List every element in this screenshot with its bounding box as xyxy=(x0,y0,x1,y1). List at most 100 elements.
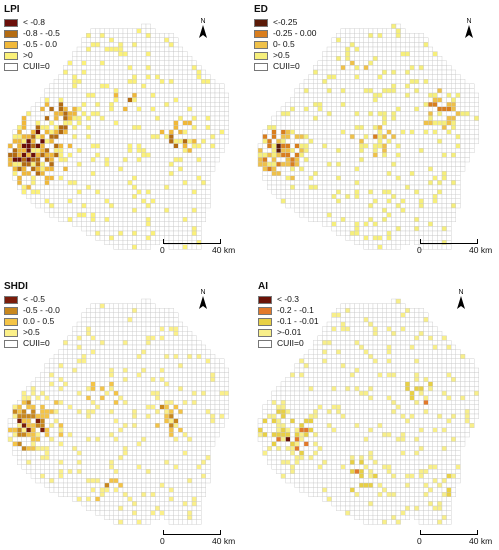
grid-cell xyxy=(122,92,128,98)
grid-cell xyxy=(219,409,225,415)
grid-cell xyxy=(182,212,188,218)
grid-cell xyxy=(104,376,110,382)
grid-cell xyxy=(196,478,202,484)
grid-cell xyxy=(127,115,133,121)
grid-cell xyxy=(40,441,46,447)
grid-cell xyxy=(104,432,110,438)
ed-map-panel: ED <-0.25 -0.25 - 0.00 0- 0.5 >0.5 CUII=… xyxy=(250,0,499,275)
grid-cell xyxy=(85,487,91,493)
grid-cell xyxy=(187,203,193,209)
grid-cell xyxy=(113,459,119,465)
grid-cell xyxy=(377,28,383,34)
grid-cell xyxy=(335,88,341,94)
grid-cell xyxy=(271,124,277,130)
grid-cell xyxy=(219,376,225,382)
grid-cell xyxy=(72,427,78,433)
grid-cell xyxy=(95,235,101,241)
grid-cell xyxy=(294,203,300,209)
grid-cell xyxy=(127,216,133,222)
grid-cell xyxy=(377,221,383,227)
grid-cell xyxy=(427,46,433,52)
grid-cell xyxy=(358,203,364,209)
grid-cell xyxy=(85,395,91,401)
grid-cell xyxy=(427,161,433,167)
grid-cell xyxy=(372,152,378,158)
grid-cell xyxy=(299,101,305,107)
grid-cell xyxy=(67,353,73,359)
grid-cell xyxy=(136,106,142,112)
grid-cell xyxy=(280,129,286,135)
grid-cell xyxy=(76,198,82,204)
grid-cell xyxy=(145,473,151,479)
grid-cell xyxy=(141,138,147,144)
grid-cell xyxy=(136,418,142,424)
grid-cell xyxy=(136,175,142,181)
grid-cell xyxy=(313,88,319,94)
grid-cell xyxy=(262,161,268,167)
grid-cell xyxy=(294,193,300,199)
grid-cell xyxy=(358,106,364,112)
grid-cell xyxy=(118,88,124,94)
grid-cell xyxy=(154,487,160,493)
grid-cell xyxy=(437,134,443,140)
grid-cell xyxy=(349,65,355,71)
grid-cell xyxy=(173,455,179,461)
grid-cell xyxy=(418,170,424,176)
grid-cell xyxy=(99,46,105,52)
grid-cell xyxy=(104,404,110,410)
grid-cell xyxy=(345,65,351,71)
grid-cell xyxy=(200,92,206,98)
grid-cell xyxy=(131,143,137,149)
grid-cell xyxy=(141,235,147,241)
grid-cell xyxy=(95,101,101,107)
grid-cell xyxy=(141,413,147,419)
grid-cell xyxy=(99,28,105,34)
grid-cell xyxy=(168,358,174,364)
grid-cell xyxy=(81,340,87,346)
grid-cell xyxy=(40,432,46,438)
grid-cell xyxy=(196,441,202,447)
grid-cell xyxy=(368,180,374,186)
grid-cell xyxy=(303,212,309,218)
grid-cell xyxy=(113,395,119,401)
grid-cell xyxy=(187,115,193,121)
grid-cell xyxy=(113,134,119,140)
grid-cell xyxy=(460,115,466,121)
grid-cell xyxy=(223,413,229,419)
grid-cell xyxy=(95,46,101,52)
grid-cell xyxy=(113,170,119,176)
grid-cell xyxy=(26,147,32,153)
grid-cell xyxy=(145,88,151,94)
grid-cell xyxy=(446,175,452,181)
grid-cell xyxy=(303,152,309,158)
grid-cell xyxy=(187,473,193,479)
grid-cell xyxy=(85,459,91,465)
grid-cell xyxy=(122,152,128,158)
grid-cell xyxy=(455,101,461,107)
grid-cell xyxy=(400,60,406,66)
grid-cell xyxy=(159,226,165,232)
grid-cell xyxy=(168,478,174,484)
grid-cell xyxy=(391,216,397,222)
grid-cell xyxy=(205,358,211,364)
grid-cell xyxy=(81,106,87,112)
grid-cell xyxy=(127,143,133,149)
grid-cell xyxy=(63,180,69,186)
grid-cell xyxy=(200,111,206,117)
grid-cell xyxy=(372,124,378,130)
grid-cell xyxy=(173,482,179,488)
grid-cell xyxy=(40,478,46,484)
grid-cell xyxy=(164,312,170,318)
grid-cell xyxy=(63,445,69,451)
grid-cell xyxy=(414,226,420,232)
grid-cell xyxy=(76,203,82,209)
grid-cell xyxy=(159,203,165,209)
grid-cell xyxy=(44,88,50,94)
grid-cell xyxy=(122,111,128,117)
grid-cell xyxy=(17,166,23,172)
grid-cell xyxy=(340,115,346,121)
grid-cell xyxy=(182,161,188,167)
grid-cell xyxy=(331,56,337,62)
grid-cell xyxy=(136,74,142,80)
grid-cell xyxy=(58,115,64,121)
